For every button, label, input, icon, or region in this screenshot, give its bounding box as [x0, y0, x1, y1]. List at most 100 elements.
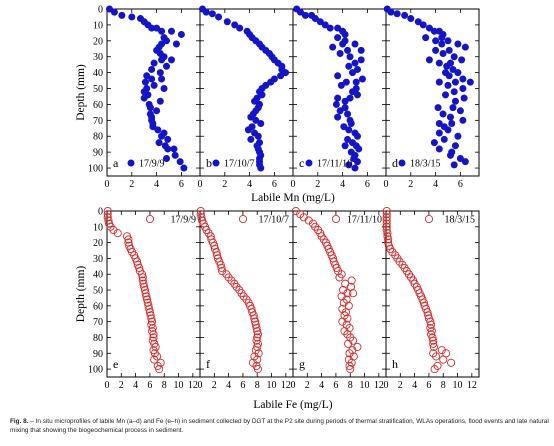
- y-tick-label: 50: [93, 286, 103, 297]
- data-point: [253, 365, 262, 374]
- data-point: [440, 135, 448, 143]
- x-tick-label: 2: [129, 179, 134, 190]
- x-tick-label: 8: [348, 380, 353, 391]
- data-point: [382, 206, 391, 216]
- data-point: [451, 142, 459, 150]
- data-point: [456, 107, 464, 115]
- data-point: [351, 40, 359, 48]
- panel-label: d: [392, 156, 398, 170]
- data-point: [459, 116, 467, 124]
- data-point: [208, 10, 216, 18]
- data-point: [138, 276, 147, 285]
- data-point: [139, 279, 148, 288]
- data-point: [439, 50, 447, 58]
- x-tick-label: 0: [198, 179, 203, 190]
- data-point: [172, 40, 180, 48]
- data-point: [428, 333, 437, 342]
- data-point: [154, 126, 162, 134]
- data-point: [357, 46, 365, 54]
- data-point: [435, 129, 443, 137]
- data-point: [434, 104, 442, 112]
- x-tick-label: 4: [133, 380, 138, 391]
- data-point: [141, 289, 150, 298]
- data-point: [155, 139, 163, 147]
- data-point: [146, 104, 154, 112]
- data-point: [382, 210, 391, 219]
- data-point: [393, 10, 401, 18]
- data-point: [329, 43, 337, 51]
- data-point: [401, 11, 409, 19]
- x-tick-label: 6: [179, 179, 184, 190]
- data-point: [345, 161, 353, 169]
- data-point: [247, 113, 255, 121]
- data-point: [458, 56, 466, 64]
- data-point: [447, 358, 456, 367]
- data-point: [103, 210, 112, 219]
- data-point: [432, 46, 440, 54]
- data-point: [422, 34, 430, 42]
- data-point: [344, 46, 352, 54]
- data-point: [212, 248, 221, 257]
- data-point: [435, 145, 443, 153]
- data-point: [454, 40, 462, 48]
- data-point: [344, 135, 352, 143]
- x-tick-label: 12: [188, 380, 198, 391]
- data-point: [153, 24, 161, 32]
- data-point: [167, 56, 175, 64]
- data-point: [140, 94, 148, 102]
- data-point: [153, 107, 161, 115]
- data-point: [217, 263, 226, 272]
- data-point: [163, 37, 171, 45]
- data-point: [383, 229, 392, 238]
- data-point: [387, 8, 395, 16]
- data-point: [429, 336, 438, 345]
- x-tick-label: 2: [398, 380, 403, 391]
- data-point: [277, 72, 285, 80]
- data-point: [450, 161, 458, 169]
- panel-frame: [292, 8, 387, 177]
- y-tick-label: 60: [93, 100, 103, 111]
- x-tick-label: 6: [426, 380, 431, 391]
- data-point: [430, 365, 439, 374]
- data-point: [332, 100, 340, 108]
- data-point: [429, 339, 438, 348]
- x-tick-label: 12: [281, 380, 291, 391]
- data-point: [426, 317, 435, 326]
- x-tick-label: 4: [412, 380, 417, 391]
- x-tick-label: 4: [433, 179, 438, 190]
- data-point: [148, 65, 156, 73]
- data-point: [158, 27, 166, 35]
- y-tick-label: 20: [93, 36, 103, 47]
- x-tick-label: 4: [340, 179, 345, 190]
- data-point: [456, 155, 464, 163]
- data-point: [451, 97, 459, 105]
- data-point: [149, 333, 158, 342]
- data-point: [253, 333, 262, 342]
- x-tick-label: 8: [441, 380, 446, 391]
- y-tick-label: 20: [93, 238, 103, 249]
- data-point: [466, 78, 474, 86]
- data-point: [344, 110, 352, 118]
- legend-marker: [127, 159, 135, 167]
- x-tick-label: 6: [365, 179, 370, 190]
- x-tick-label: 6: [272, 179, 277, 190]
- data-point: [345, 126, 353, 134]
- data-point: [251, 97, 259, 105]
- panel-b: 0 2 4 6 b 17/10/7: [198, 5, 294, 190]
- y-tick-label: 40: [93, 68, 103, 79]
- data-point: [341, 142, 349, 150]
- data-point: [196, 206, 205, 216]
- data-point: [358, 75, 366, 83]
- data-point: [461, 43, 469, 51]
- data-point: [346, 53, 354, 61]
- data-point: [236, 24, 244, 32]
- panel-label: a: [113, 156, 119, 170]
- data-point: [444, 37, 452, 45]
- data-point: [346, 365, 355, 374]
- data-point: [158, 132, 166, 140]
- data-point: [448, 120, 456, 128]
- legend-text: 17/9/9: [139, 159, 165, 170]
- x-tick-label: 6: [333, 380, 338, 391]
